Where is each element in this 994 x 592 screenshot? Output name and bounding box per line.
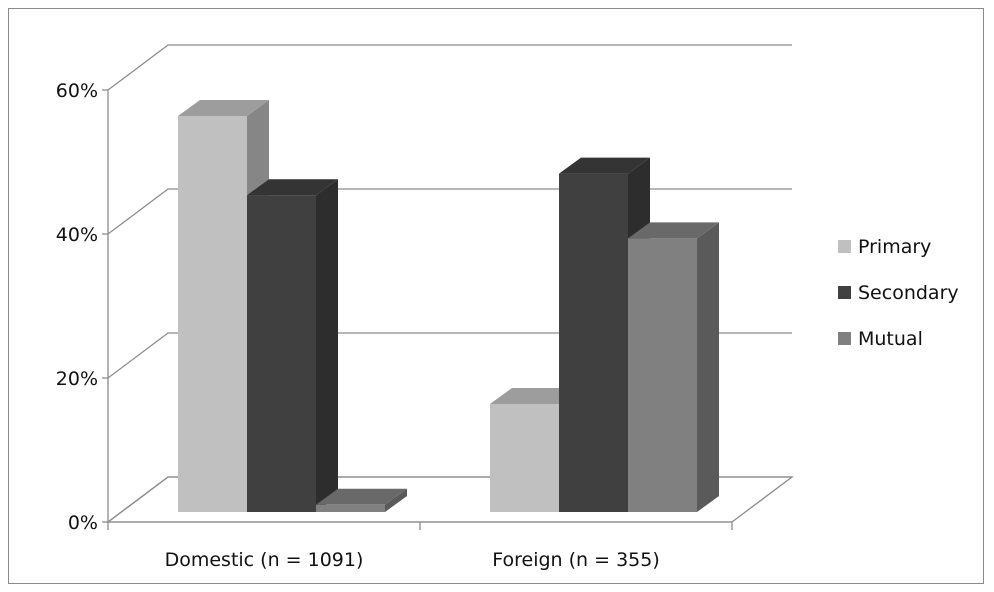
bars — [178, 100, 719, 512]
bar-front — [247, 195, 316, 512]
bar-top — [628, 222, 719, 239]
legend-label: Mutual — [858, 328, 923, 350]
bar-front — [628, 238, 697, 512]
bar — [247, 179, 338, 512]
bar-top — [178, 100, 269, 116]
bar-front — [178, 116, 247, 512]
x-tick-label: Foreign (n = 355) — [492, 549, 660, 571]
bar-front — [559, 173, 628, 512]
gridline — [107, 44, 792, 91]
bar-top — [490, 388, 581, 404]
legend-swatch — [838, 240, 851, 253]
bar-top — [247, 179, 338, 196]
bar-side — [697, 222, 719, 512]
y-tick-label: 0% — [68, 512, 98, 534]
legend-swatch — [838, 286, 851, 299]
y-tick-label: 60% — [56, 80, 98, 102]
bar — [628, 222, 719, 512]
bar-side — [385, 488, 407, 512]
y-tick-label: 40% — [56, 224, 98, 246]
bar-front — [490, 404, 559, 512]
y-axis-ticks: 0% 20% 40% 60% — [56, 80, 108, 534]
bar-front — [316, 504, 385, 512]
x-tick-label: Domestic (n = 1091) — [165, 549, 364, 571]
bar-top — [316, 488, 407, 505]
bar-side — [316, 179, 338, 512]
legend: Primary Secondary Mutual — [838, 236, 959, 350]
x-axis-ticks: Domestic (n = 1091) Foreign (n = 355) — [107, 522, 733, 571]
bar-top — [559, 157, 650, 174]
legend-swatch — [838, 332, 851, 345]
legend-label: Primary — [858, 236, 931, 258]
y-tick-label: 20% — [56, 368, 98, 390]
bar — [316, 488, 407, 512]
legend-label: Secondary — [858, 282, 959, 304]
